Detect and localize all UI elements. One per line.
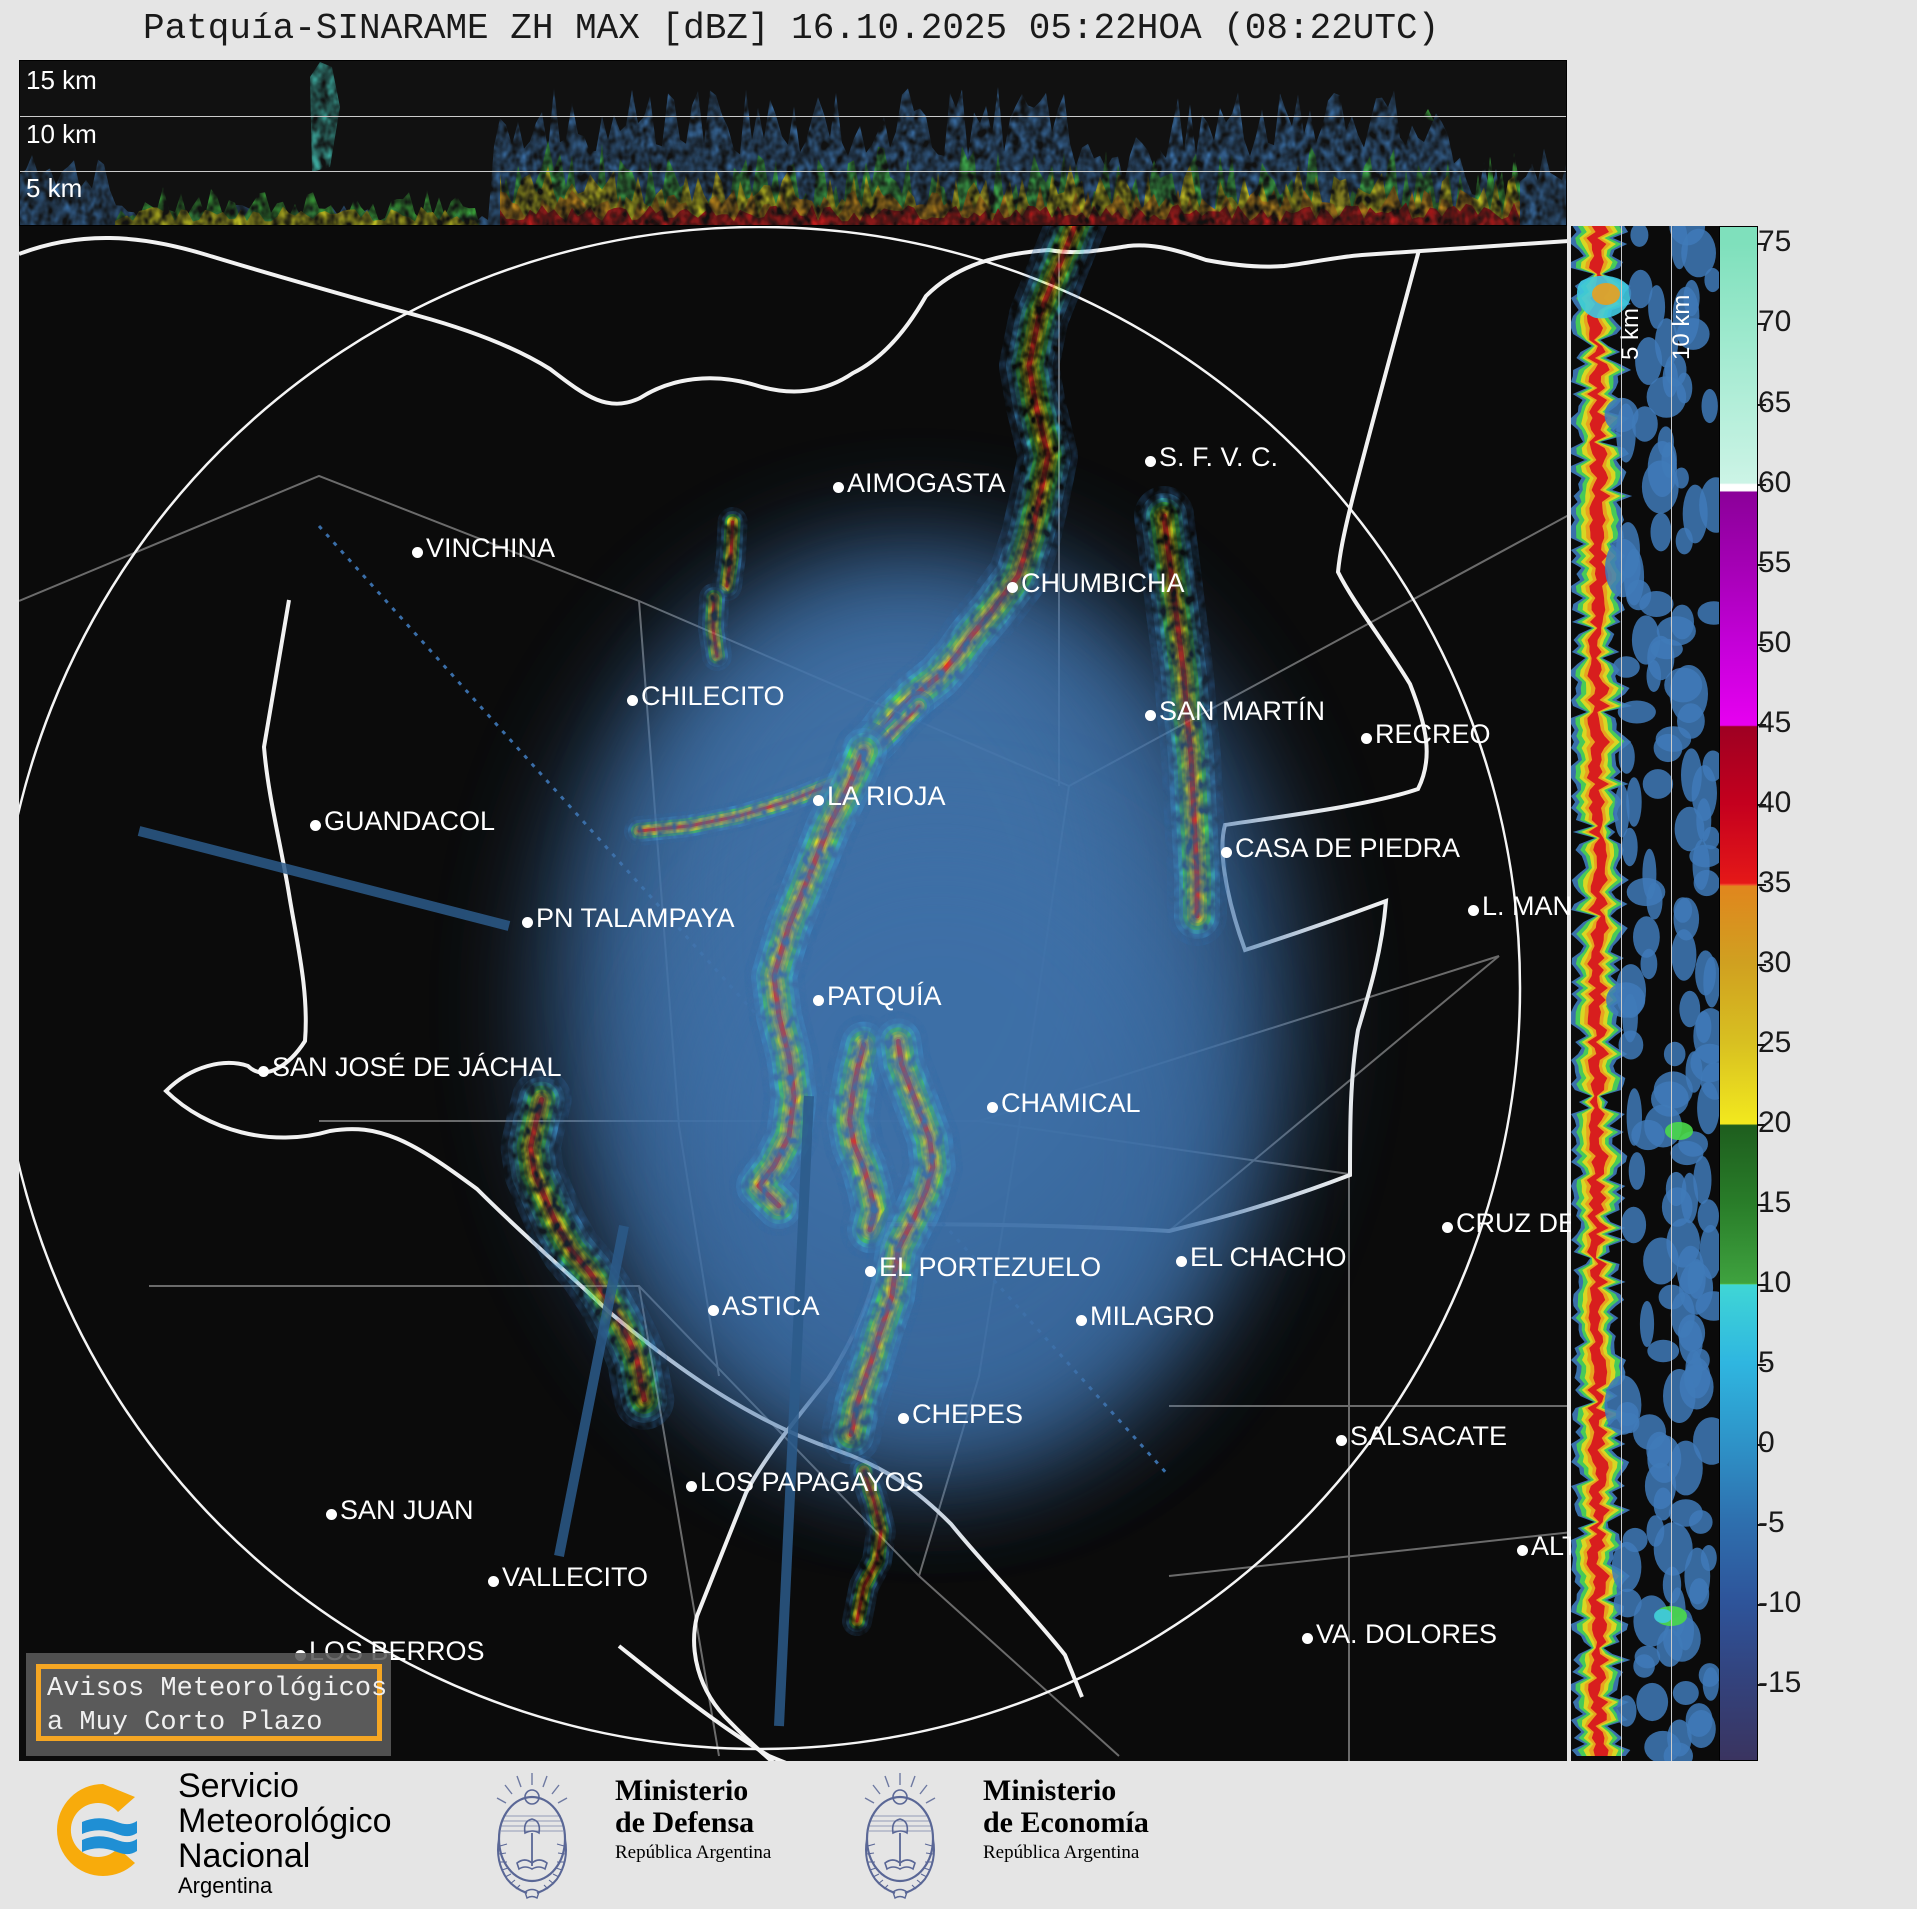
svg-text:Ministerio: Ministerio (615, 1774, 748, 1807)
svg-text:Argentina: Argentina (178, 1873, 273, 1898)
svg-text:República Argentina: República Argentina (615, 1842, 772, 1863)
svg-text:Servicio: Servicio (178, 1767, 299, 1805)
svg-text:Nacional: Nacional (178, 1837, 310, 1875)
svg-text:República Argentina: República Argentina (983, 1842, 1140, 1863)
svg-text:de Economía: de Economía (983, 1806, 1149, 1839)
svg-text:Ministerio: Ministerio (983, 1774, 1116, 1807)
svg-text:de Defensa: de Defensa (615, 1806, 754, 1839)
svg-text:Meteorológico: Meteorológico (178, 1802, 392, 1840)
